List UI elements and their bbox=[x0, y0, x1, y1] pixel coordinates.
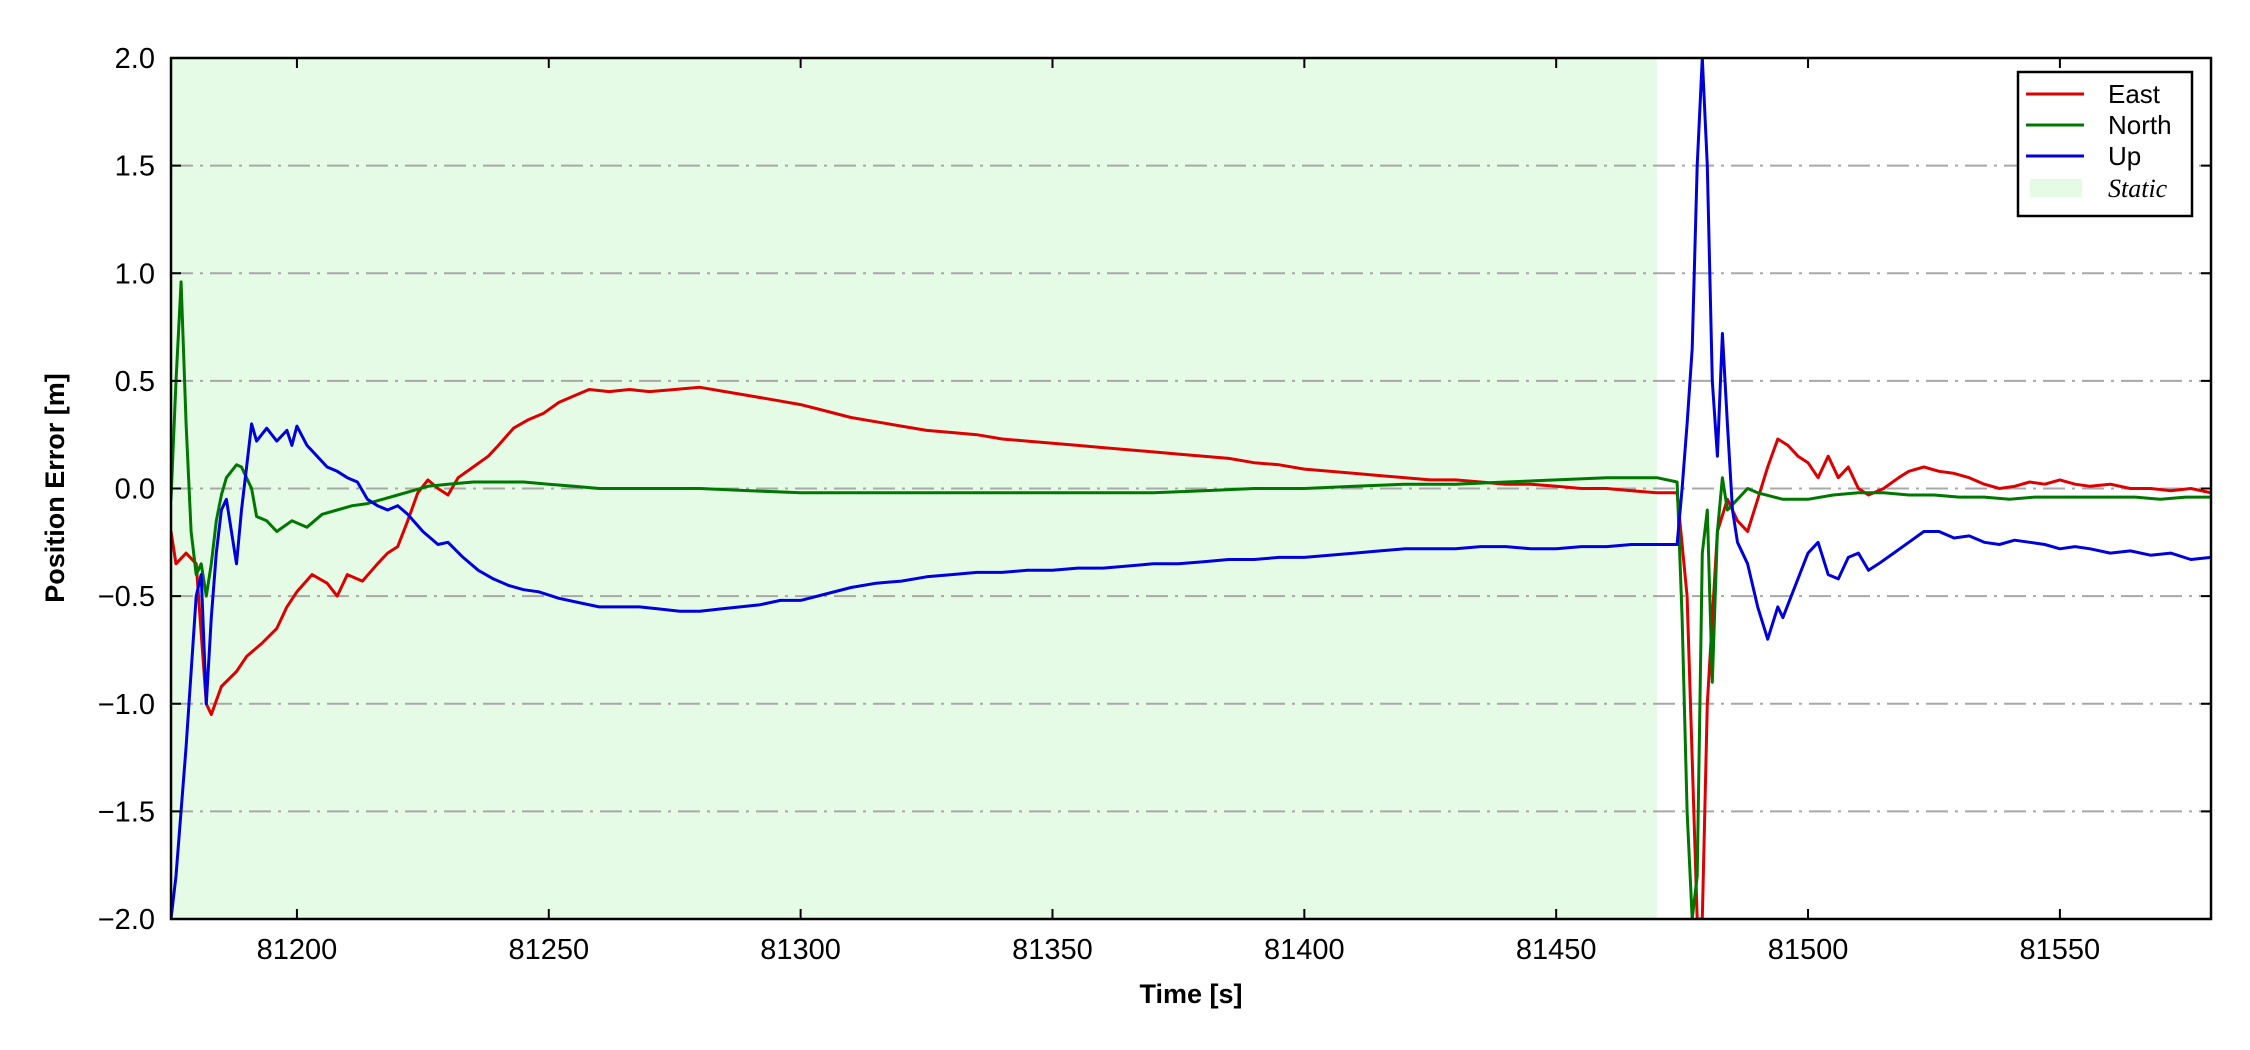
x-tick-label: 81250 bbox=[508, 934, 589, 966]
series-line-north bbox=[171, 280, 2211, 919]
y-axis-title: Position Error [m] bbox=[40, 373, 70, 603]
legend-label-up: Up bbox=[2108, 141, 2141, 171]
x-tick-label: 81200 bbox=[257, 934, 338, 966]
y-tick-label: −1.5 bbox=[98, 796, 155, 828]
x-tick-label: 81500 bbox=[1768, 934, 1849, 966]
y-tick-label: 0.0 bbox=[115, 474, 155, 506]
y-tick-label: 0.5 bbox=[115, 366, 155, 398]
legend-swatch-static bbox=[2030, 179, 2082, 197]
legend-label-north: North bbox=[2108, 110, 2172, 140]
x-tick-label: 81400 bbox=[1264, 934, 1345, 966]
series-line-east bbox=[171, 385, 2211, 919]
legend-label-static: Static bbox=[2108, 174, 2168, 203]
legend: East North Up Static bbox=[2016, 70, 2194, 218]
series-line-up bbox=[171, 58, 2211, 919]
legend-label-east: East bbox=[2108, 79, 2161, 109]
x-tick-label: 81350 bbox=[1012, 934, 1093, 966]
y-tick-label: −1.0 bbox=[98, 689, 155, 721]
y-tick-label: 2.0 bbox=[115, 43, 155, 75]
x-tick-label: 81550 bbox=[2020, 934, 2101, 966]
y-tick-label: −2.0 bbox=[98, 904, 155, 936]
x-axis-title: Time [s] bbox=[1139, 979, 1242, 1009]
y-tick-label: 1.5 bbox=[115, 151, 155, 183]
x-tick-label: 81450 bbox=[1516, 934, 1597, 966]
x-tick-label: 81300 bbox=[760, 934, 841, 966]
y-tick-label: −0.5 bbox=[98, 581, 155, 613]
y-tick-label: 1.0 bbox=[115, 258, 155, 290]
